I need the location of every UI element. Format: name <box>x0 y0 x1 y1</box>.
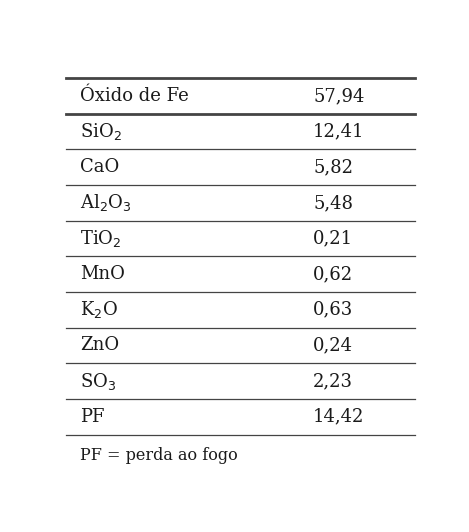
Text: PF: PF <box>81 408 105 426</box>
Text: ZnO: ZnO <box>81 336 120 354</box>
Text: MnO: MnO <box>81 265 125 283</box>
Text: CaO: CaO <box>81 159 120 176</box>
Text: PF = perda ao fogo: PF = perda ao fogo <box>81 447 238 464</box>
Text: Al$_2$O$_3$: Al$_2$O$_3$ <box>81 193 132 213</box>
Text: 0,24: 0,24 <box>313 336 353 354</box>
Text: 5,48: 5,48 <box>313 194 353 212</box>
Text: 5,82: 5,82 <box>313 159 353 176</box>
Text: 2,23: 2,23 <box>313 372 353 390</box>
Text: 14,42: 14,42 <box>313 408 364 426</box>
Text: K$_2$O: K$_2$O <box>81 300 118 320</box>
Text: 12,41: 12,41 <box>313 123 364 140</box>
Text: SiO$_2$: SiO$_2$ <box>81 121 122 142</box>
Text: 57,94: 57,94 <box>313 87 364 105</box>
Text: Óxido de Fe: Óxido de Fe <box>81 87 189 105</box>
Text: 0,63: 0,63 <box>313 301 353 319</box>
Text: TiO$_2$: TiO$_2$ <box>81 228 122 249</box>
Text: SO$_3$: SO$_3$ <box>81 371 117 392</box>
Text: 0,21: 0,21 <box>313 229 353 247</box>
Text: 0,62: 0,62 <box>313 265 353 283</box>
